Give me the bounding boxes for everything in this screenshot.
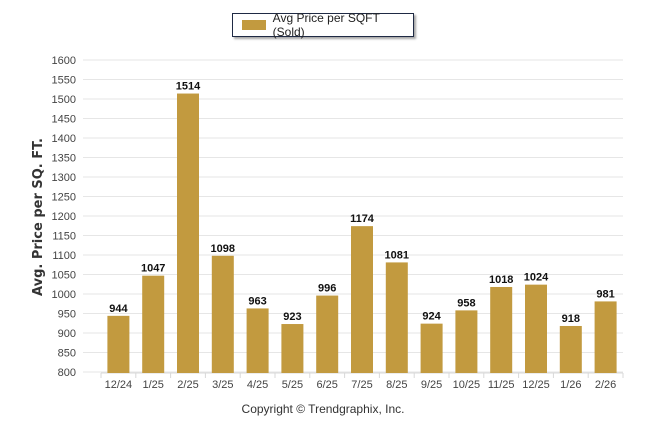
- y-tick-label: 1150: [52, 231, 76, 243]
- y-tick-label: 1000: [52, 289, 76, 301]
- x-tick-label: 2/25: [177, 379, 198, 391]
- data-label: 1018: [489, 274, 513, 286]
- y-tick-label: 1300: [52, 172, 76, 184]
- y-tick-label: 950: [58, 309, 76, 321]
- y-tick-label: 1200: [52, 211, 76, 223]
- y-tick-label: 1350: [52, 153, 76, 165]
- y-tick-label: 1050: [52, 270, 76, 282]
- data-label: 1098: [211, 243, 235, 255]
- data-label: 924: [422, 311, 441, 323]
- bar-2-25: [177, 93, 199, 373]
- x-tick-label: 12/25: [522, 379, 550, 391]
- data-label: 963: [248, 295, 266, 307]
- copyright-text: Copyright © Trendgraphix, Inc.: [241, 402, 405, 416]
- bar-6-25: [316, 295, 339, 373]
- y-tick-label: 1600: [52, 55, 76, 67]
- data-label: 918: [562, 313, 580, 325]
- x-tick-label: 12/24: [105, 379, 133, 391]
- y-tick-label: 850: [58, 348, 76, 360]
- x-tick-label: 6/25: [316, 379, 337, 391]
- y-tick-label: 900: [58, 328, 76, 340]
- bar-9-25: [420, 323, 443, 373]
- y-tick-label: 800: [58, 367, 76, 379]
- bar-8-25: [385, 262, 408, 373]
- data-label: 1047: [141, 263, 165, 275]
- data-label: 1514: [176, 81, 201, 93]
- data-label: 958: [457, 297, 475, 309]
- data-label: 1174: [350, 213, 375, 225]
- x-tick-label: 5/25: [282, 379, 303, 391]
- data-label: 996: [318, 283, 336, 295]
- x-tick-label: 11/25: [488, 379, 515, 391]
- data-label: 944: [109, 303, 128, 315]
- x-tick-label: 3/25: [212, 379, 233, 391]
- bar-12-25: [525, 284, 547, 373]
- y-tick-label: 1250: [52, 192, 76, 204]
- data-label: 923: [283, 311, 301, 323]
- y-tick-label: 1100: [52, 250, 76, 262]
- data-label: 981: [596, 288, 614, 300]
- bar-2-26: [594, 301, 617, 373]
- bar-12-24: [107, 315, 130, 373]
- y-tick-label: 1400: [52, 133, 76, 145]
- legend-swatch: [242, 20, 266, 30]
- x-tick-label: 9/25: [421, 379, 442, 391]
- y-tick-label: 1550: [52, 75, 76, 87]
- data-label: 1081: [385, 249, 409, 261]
- bar-11-25: [490, 286, 513, 373]
- y-tick-label: 1450: [52, 114, 76, 126]
- y-axis-title: Avg. Price per SQ. FT.: [31, 138, 46, 296]
- legend: Avg Price per SQFT (Sold): [232, 11, 414, 39]
- y-tick-label: 1500: [52, 94, 76, 106]
- bar-7-25: [351, 226, 373, 373]
- x-tick-label: 1/26: [560, 379, 581, 391]
- bar-10-25: [455, 310, 478, 373]
- x-tick-label: 7/25: [351, 379, 372, 391]
- x-tick-label: 8/25: [386, 379, 407, 391]
- legend-label: Avg Price per SQFT (Sold): [272, 11, 380, 39]
- x-tick-label: 10/25: [453, 379, 481, 391]
- data-label: 1024: [524, 272, 549, 284]
- bar-4-25: [246, 308, 269, 373]
- x-tick-label: 2/26: [595, 379, 616, 391]
- bar-5-25: [281, 324, 304, 373]
- bar-3-25: [211, 255, 234, 373]
- x-tick-label: 4/25: [247, 379, 268, 391]
- x-tick-label: 1/25: [142, 379, 163, 391]
- bar-1-25: [142, 275, 165, 373]
- bar-1-26: [559, 325, 582, 373]
